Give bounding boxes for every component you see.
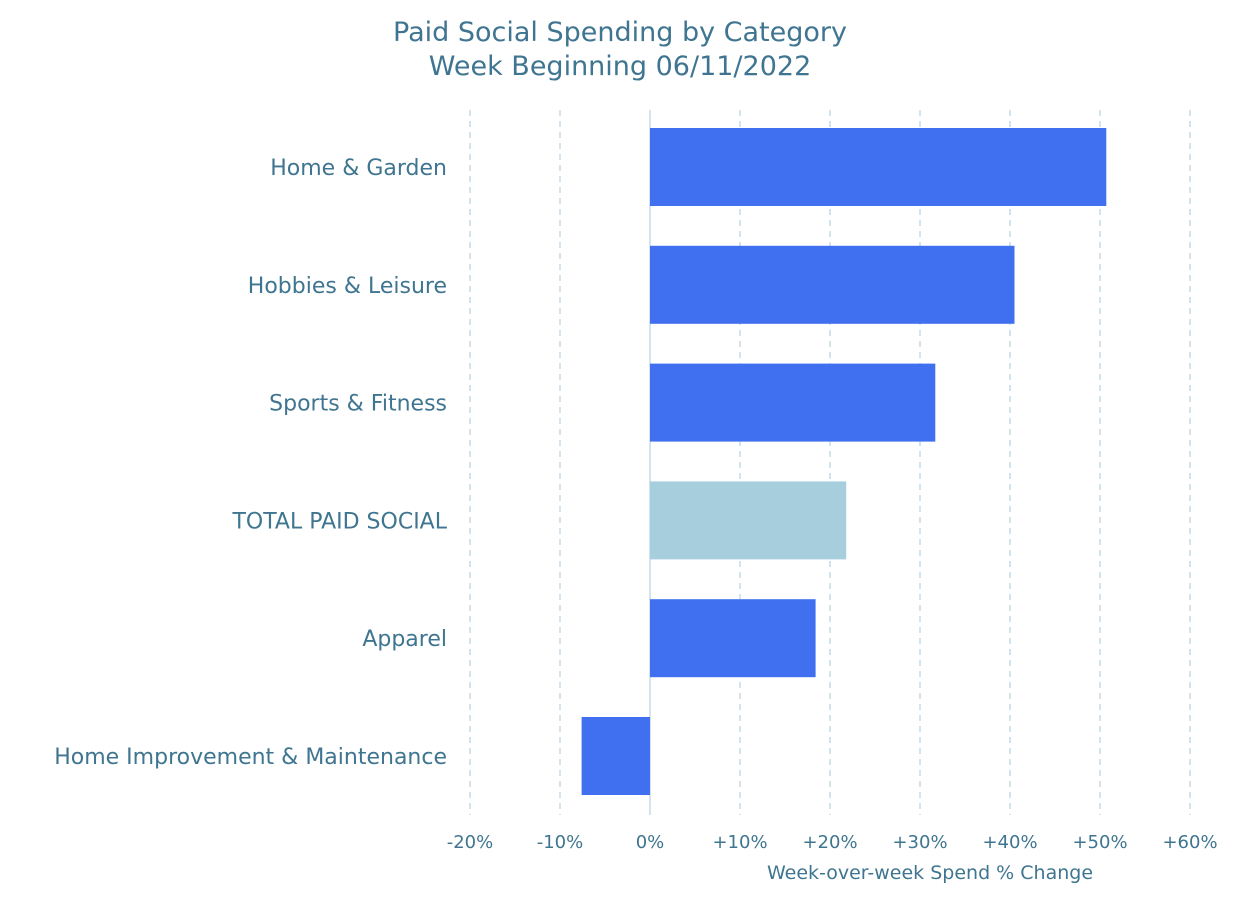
x-tick-label: -20% [447, 832, 494, 853]
bar [581, 717, 650, 795]
category-label: Home & Garden [270, 156, 447, 181]
x-tick-label: +50% [1072, 832, 1127, 853]
x-tick-label: 0% [636, 832, 665, 853]
x-tick-label: +30% [892, 832, 947, 853]
category-label: Home Improvement & Maintenance [54, 745, 447, 770]
x-tick-label: +40% [982, 832, 1037, 853]
category-label: Sports & Fitness [269, 392, 447, 417]
x-tick-label: +60% [1162, 832, 1217, 853]
x-tick-label: +10% [712, 832, 767, 853]
bar [650, 481, 847, 560]
category-label: Apparel [362, 627, 447, 652]
x-tick-label: -10% [537, 832, 584, 853]
bar [650, 363, 936, 442]
category-labels: Home & Garden Hobbies & Leisure Sports & F… [54, 156, 448, 770]
bar [650, 128, 1107, 206]
category-label: TOTAL PAID SOCIAL [231, 509, 447, 534]
bars [581, 128, 1107, 795]
category-label: Hobbies & Leisure [248, 274, 447, 299]
x-tick-labels: -20% -10% 0% +10% +20% +30% +40% +50% +60% [447, 832, 1218, 853]
x-axis-label: Week-over-week Spend % Change [767, 862, 1093, 884]
bar [650, 245, 1015, 324]
chart-title: Paid Social Spending by Category [393, 17, 847, 48]
chart-subtitle: Week Beginning 06/11/2022 [428, 51, 812, 82]
bar [650, 599, 816, 678]
x-tick-label: +20% [802, 832, 857, 853]
gridlines [469, 110, 1191, 815]
